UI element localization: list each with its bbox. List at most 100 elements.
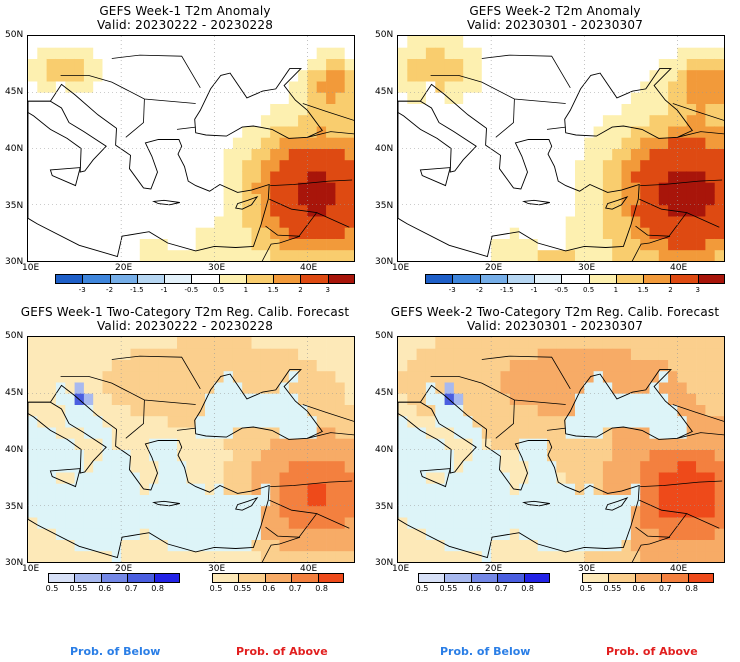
colorbar-cell	[608, 573, 635, 583]
colorbar-cell	[74, 573, 101, 583]
colorbar-cell	[218, 274, 246, 284]
colorbar-cell	[497, 573, 524, 583]
colorbar-tick-label: 0.8	[315, 584, 328, 593]
colorbar-tick-label: 0.7	[494, 584, 508, 593]
colorbar-cell	[534, 274, 562, 284]
colorbar-cell	[55, 274, 83, 284]
above-colorbar: 0.5 0.55 0.6 0.7 0.8	[580, 573, 714, 597]
colorbar-tick-label: 0.7	[658, 584, 672, 593]
colorbar-cell	[327, 274, 355, 284]
colorbar-cell	[470, 573, 498, 583]
map-frame	[397, 336, 725, 563]
panel-week2-probability: GEFS Week-2 Two-Category T2m Reg. Calib.…	[370, 300, 740, 600]
colorbar-cell	[452, 274, 480, 284]
panel-title: GEFS Week-1 T2m Anomaly	[99, 4, 271, 18]
colorbar-tick-label: 0.7	[288, 584, 302, 593]
lat-label: 50N	[375, 331, 394, 341]
colorbar-cell	[697, 274, 725, 284]
lon-label: 30E	[578, 564, 596, 574]
colorbar-tick-label: 0.6	[262, 584, 276, 593]
above-colorbar: 0.5 0.55 0.6 0.7 0.8	[209, 573, 344, 597]
lat-label: 45N	[5, 87, 24, 97]
colorbar-tick-label: 1	[613, 286, 619, 294]
colorbar-cell	[264, 573, 292, 583]
colorbar-tick-label: -1	[530, 286, 538, 294]
lon-label: 40E	[670, 263, 688, 273]
lat-label: 45N	[375, 87, 394, 97]
lat-label: 45N	[375, 388, 394, 398]
colorbar-tick-label: 1.5	[267, 286, 279, 294]
map-frame	[27, 35, 355, 262]
colorbar-tick-label: -3	[448, 286, 456, 294]
lon-label: 20E	[115, 564, 133, 574]
colorbar-cell	[561, 274, 589, 284]
colorbar-cell	[582, 573, 609, 583]
colorbar-cell	[670, 274, 698, 284]
lon-label: 10E	[22, 564, 40, 574]
colorbar-tick-label: 0.5	[583, 286, 595, 294]
lat-label: 40N	[375, 445, 394, 455]
colorbar-tick-label: 0.8	[521, 584, 534, 593]
map-canvas	[398, 337, 724, 562]
map-canvas	[28, 36, 354, 261]
colorbar-tick-label: 1.5	[637, 286, 649, 294]
lat-label: 40N	[5, 445, 24, 455]
colorbar-cell	[153, 573, 180, 583]
colorbar-cell	[661, 573, 688, 583]
colorbar-tick-label: -3	[78, 286, 86, 294]
colorbar-cell	[523, 573, 550, 583]
map-frame	[397, 35, 725, 262]
colorbar-cell	[238, 573, 265, 583]
panel-valid-dates: Valid: 20230301 - 20230307	[466, 319, 644, 333]
colorbar-tick-label: -0.5	[554, 286, 569, 294]
lat-label: 30N	[375, 257, 394, 267]
colorbar-cell	[212, 573, 239, 583]
lon-label: 30E	[208, 564, 226, 574]
colorbar-tick-label: 0.8	[151, 584, 164, 593]
lat-label: 40N	[375, 144, 394, 154]
colorbar-tick-label: 0.55	[69, 584, 88, 593]
panel-title: GEFS Week-2 T2m Anomaly	[469, 4, 641, 18]
anomaly-colorbar: -3 -2 -1.5 -1 -0.5 0.5 1 1.5 2 3	[55, 274, 355, 298]
colorbar-tick-label: 3	[325, 286, 330, 294]
prob-below-label: Prob. of Below	[440, 645, 531, 658]
panel-title: GEFS Week-2 Two-Category T2m Reg. Calib.…	[390, 305, 720, 319]
panel-title: GEFS Week-1 Two-Category T2m Reg. Calib.…	[20, 305, 350, 319]
prob-above-label: Prob. of Above	[606, 645, 698, 658]
lon-label: 40E	[300, 263, 318, 273]
lat-label: 30N	[5, 558, 24, 568]
colorbar-cell	[479, 274, 507, 284]
colorbar-tick-label: 0.5	[213, 286, 225, 294]
lon-label: 30E	[208, 263, 226, 273]
lon-label: 40E	[300, 564, 318, 574]
colorbar-tick-label: -1.5	[499, 286, 514, 294]
panel-week2-anomaly: GEFS Week-2 T2m Anomaly Valid: 20230301 …	[370, 0, 740, 300]
colorbar-tick-label: -1.5	[129, 286, 144, 294]
lat-label: 30N	[5, 257, 24, 267]
colorbar-tick-label: 2	[298, 286, 303, 294]
colorbar-cell	[245, 274, 274, 284]
panel-week1-probability: GEFS Week-1 Two-Category T2m Reg. Calib.…	[0, 300, 370, 600]
colorbar-tick-label: 0.6	[468, 584, 482, 593]
map-canvas	[398, 36, 724, 261]
lat-label: 35N	[375, 502, 394, 512]
colorbar-tick-label: 0.5	[209, 584, 223, 593]
colorbar-cell	[82, 274, 110, 284]
colorbar-cell	[127, 573, 154, 583]
panel-valid-dates: Valid: 20230301 - 20230307	[466, 18, 644, 32]
colorbar-tick-label: -1	[160, 286, 168, 294]
colorbar-cell	[687, 573, 714, 583]
lon-label: 10E	[392, 263, 410, 273]
lat-label: 45N	[5, 388, 24, 398]
colorbar-tick-label: 0.8	[685, 584, 698, 593]
lat-label: 40N	[5, 144, 24, 154]
colorbar-cell	[444, 573, 471, 583]
lon-label: 20E	[485, 263, 503, 273]
colorbar-tick-label: 3	[695, 286, 700, 294]
colorbar-cell	[615, 274, 644, 284]
colorbar-tick-label: 0.6	[632, 584, 646, 593]
lat-label: 50N	[375, 30, 394, 40]
lon-label: 40E	[670, 564, 688, 574]
lon-label: 30E	[578, 263, 596, 273]
colorbar-tick-label: 0.55	[233, 584, 252, 593]
